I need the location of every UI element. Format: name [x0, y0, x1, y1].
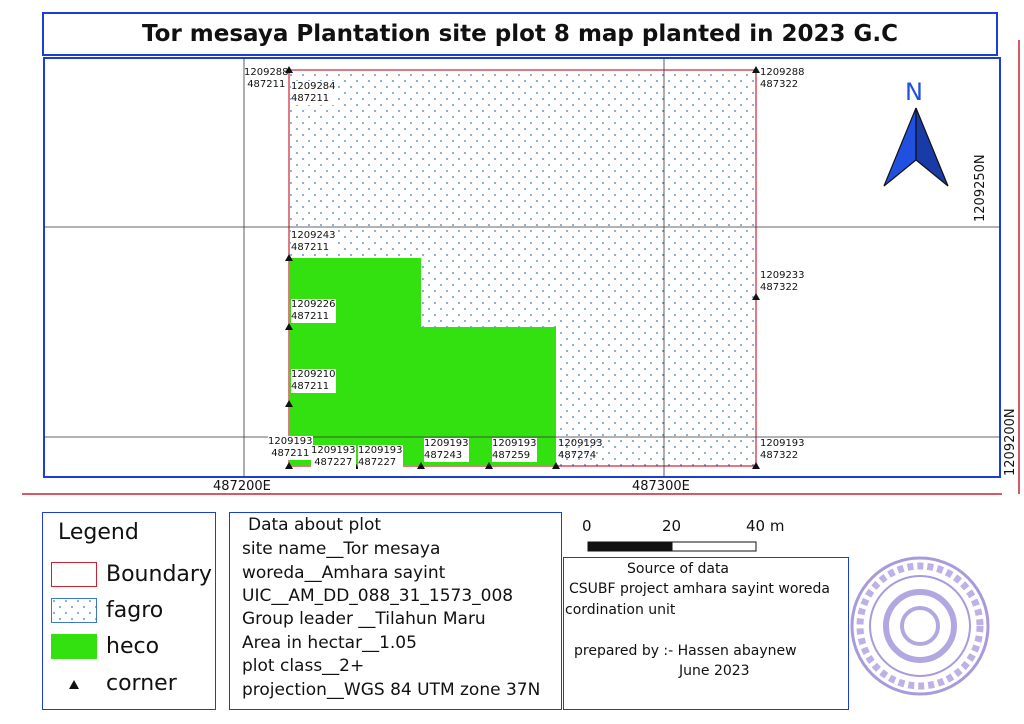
corner-label: 1209193 487259	[492, 438, 537, 462]
title-box: Tor mesaya Plantation site plot 8 map pl…	[42, 12, 998, 56]
plot-data-line: Group leader __Tilahun Maru	[242, 609, 486, 629]
corner-markers	[285, 66, 760, 469]
corner-label: 1209226 487211	[291, 299, 336, 323]
corner-marker	[752, 462, 760, 469]
plot-data-line: plot class__2+	[242, 656, 365, 676]
legend-item-heco: heco	[106, 634, 160, 659]
plot-data-line: UIC__AM_DD_088_31_1573_008	[242, 586, 514, 606]
scale-label-40m: 40 m	[746, 517, 785, 535]
plot-data-line: Area in hectar__1.05	[242, 633, 417, 653]
grid-label-y-top: 1209250N	[973, 154, 988, 222]
prepared-by: prepared by :- Hassen abaynew	[574, 643, 797, 659]
grid-label-x-left: 487200E	[213, 479, 271, 494]
corner-label: 1209284 487211	[291, 81, 336, 105]
corner-marker	[417, 462, 425, 469]
corner-label: 1209193 487227	[358, 445, 403, 469]
corner-label: 1209193 487227	[311, 445, 356, 469]
legend-heco-swatch	[51, 634, 97, 659]
corner-label: 1209288 487322	[760, 67, 805, 90]
source-box	[563, 557, 849, 710]
legend-title: Legend	[58, 520, 139, 545]
heco-area	[289, 258, 556, 466]
source-heading: Source of data	[627, 561, 730, 577]
map-title: Tor mesaya Plantation site plot 8 map pl…	[142, 21, 898, 47]
plot-data-line: woreda__Amhara sayint	[242, 563, 446, 583]
source-line-1: CSUBF project amhara sayint woreda	[569, 581, 830, 597]
legend-boundary-swatch	[51, 562, 97, 587]
corner-label: 1209233 487322	[760, 270, 805, 293]
corner-label: 1209193 487322	[760, 438, 805, 461]
corner-marker	[285, 323, 293, 330]
corner-label: 1209193 487274	[558, 438, 603, 461]
corner-marker	[752, 66, 760, 73]
corner-marker	[285, 254, 293, 261]
plot-data-line: site name__Tor mesaya	[242, 539, 441, 559]
corner-marker	[485, 462, 493, 469]
scale-bar	[587, 541, 757, 552]
source-line-2: cordination unit	[565, 602, 676, 618]
scale-label-0: 0	[582, 517, 592, 535]
grid-label-y-bottom: 1209200N	[1003, 408, 1018, 476]
legend-fagro-swatch	[51, 598, 97, 623]
scale-label-20: 20	[662, 517, 682, 535]
plot-data-heading: Data about plot	[248, 515, 382, 535]
legend-item-boundary: Boundary	[106, 562, 212, 587]
legend-corner-triangle-icon	[69, 680, 79, 689]
corner-marker	[285, 66, 293, 73]
north-label: N	[905, 78, 923, 106]
corner-label: 1209193 487211	[268, 436, 313, 460]
seal-stamp	[850, 556, 990, 696]
corner-label: 1209193 487243	[424, 438, 469, 462]
legend-item-fagro: fagro	[106, 598, 164, 623]
plot-data-line: projection__WGS 84 UTM zone 37N	[242, 680, 541, 700]
corner-label: 1209243 487211	[291, 230, 336, 254]
corner-marker	[285, 462, 293, 469]
legend-item-corner: corner	[106, 671, 177, 696]
corner-marker	[285, 400, 293, 407]
prepared-date: June 2023	[679, 663, 750, 679]
north-arrow-icon	[883, 107, 949, 187]
corner-label: 1209288 487211	[244, 67, 289, 90]
grid-label-x-right: 487300E	[632, 479, 690, 494]
corner-label: 1209210 487211	[291, 369, 336, 393]
corner-marker	[752, 293, 760, 300]
plot-data-box	[229, 512, 562, 710]
corner-marker	[552, 462, 560, 469]
